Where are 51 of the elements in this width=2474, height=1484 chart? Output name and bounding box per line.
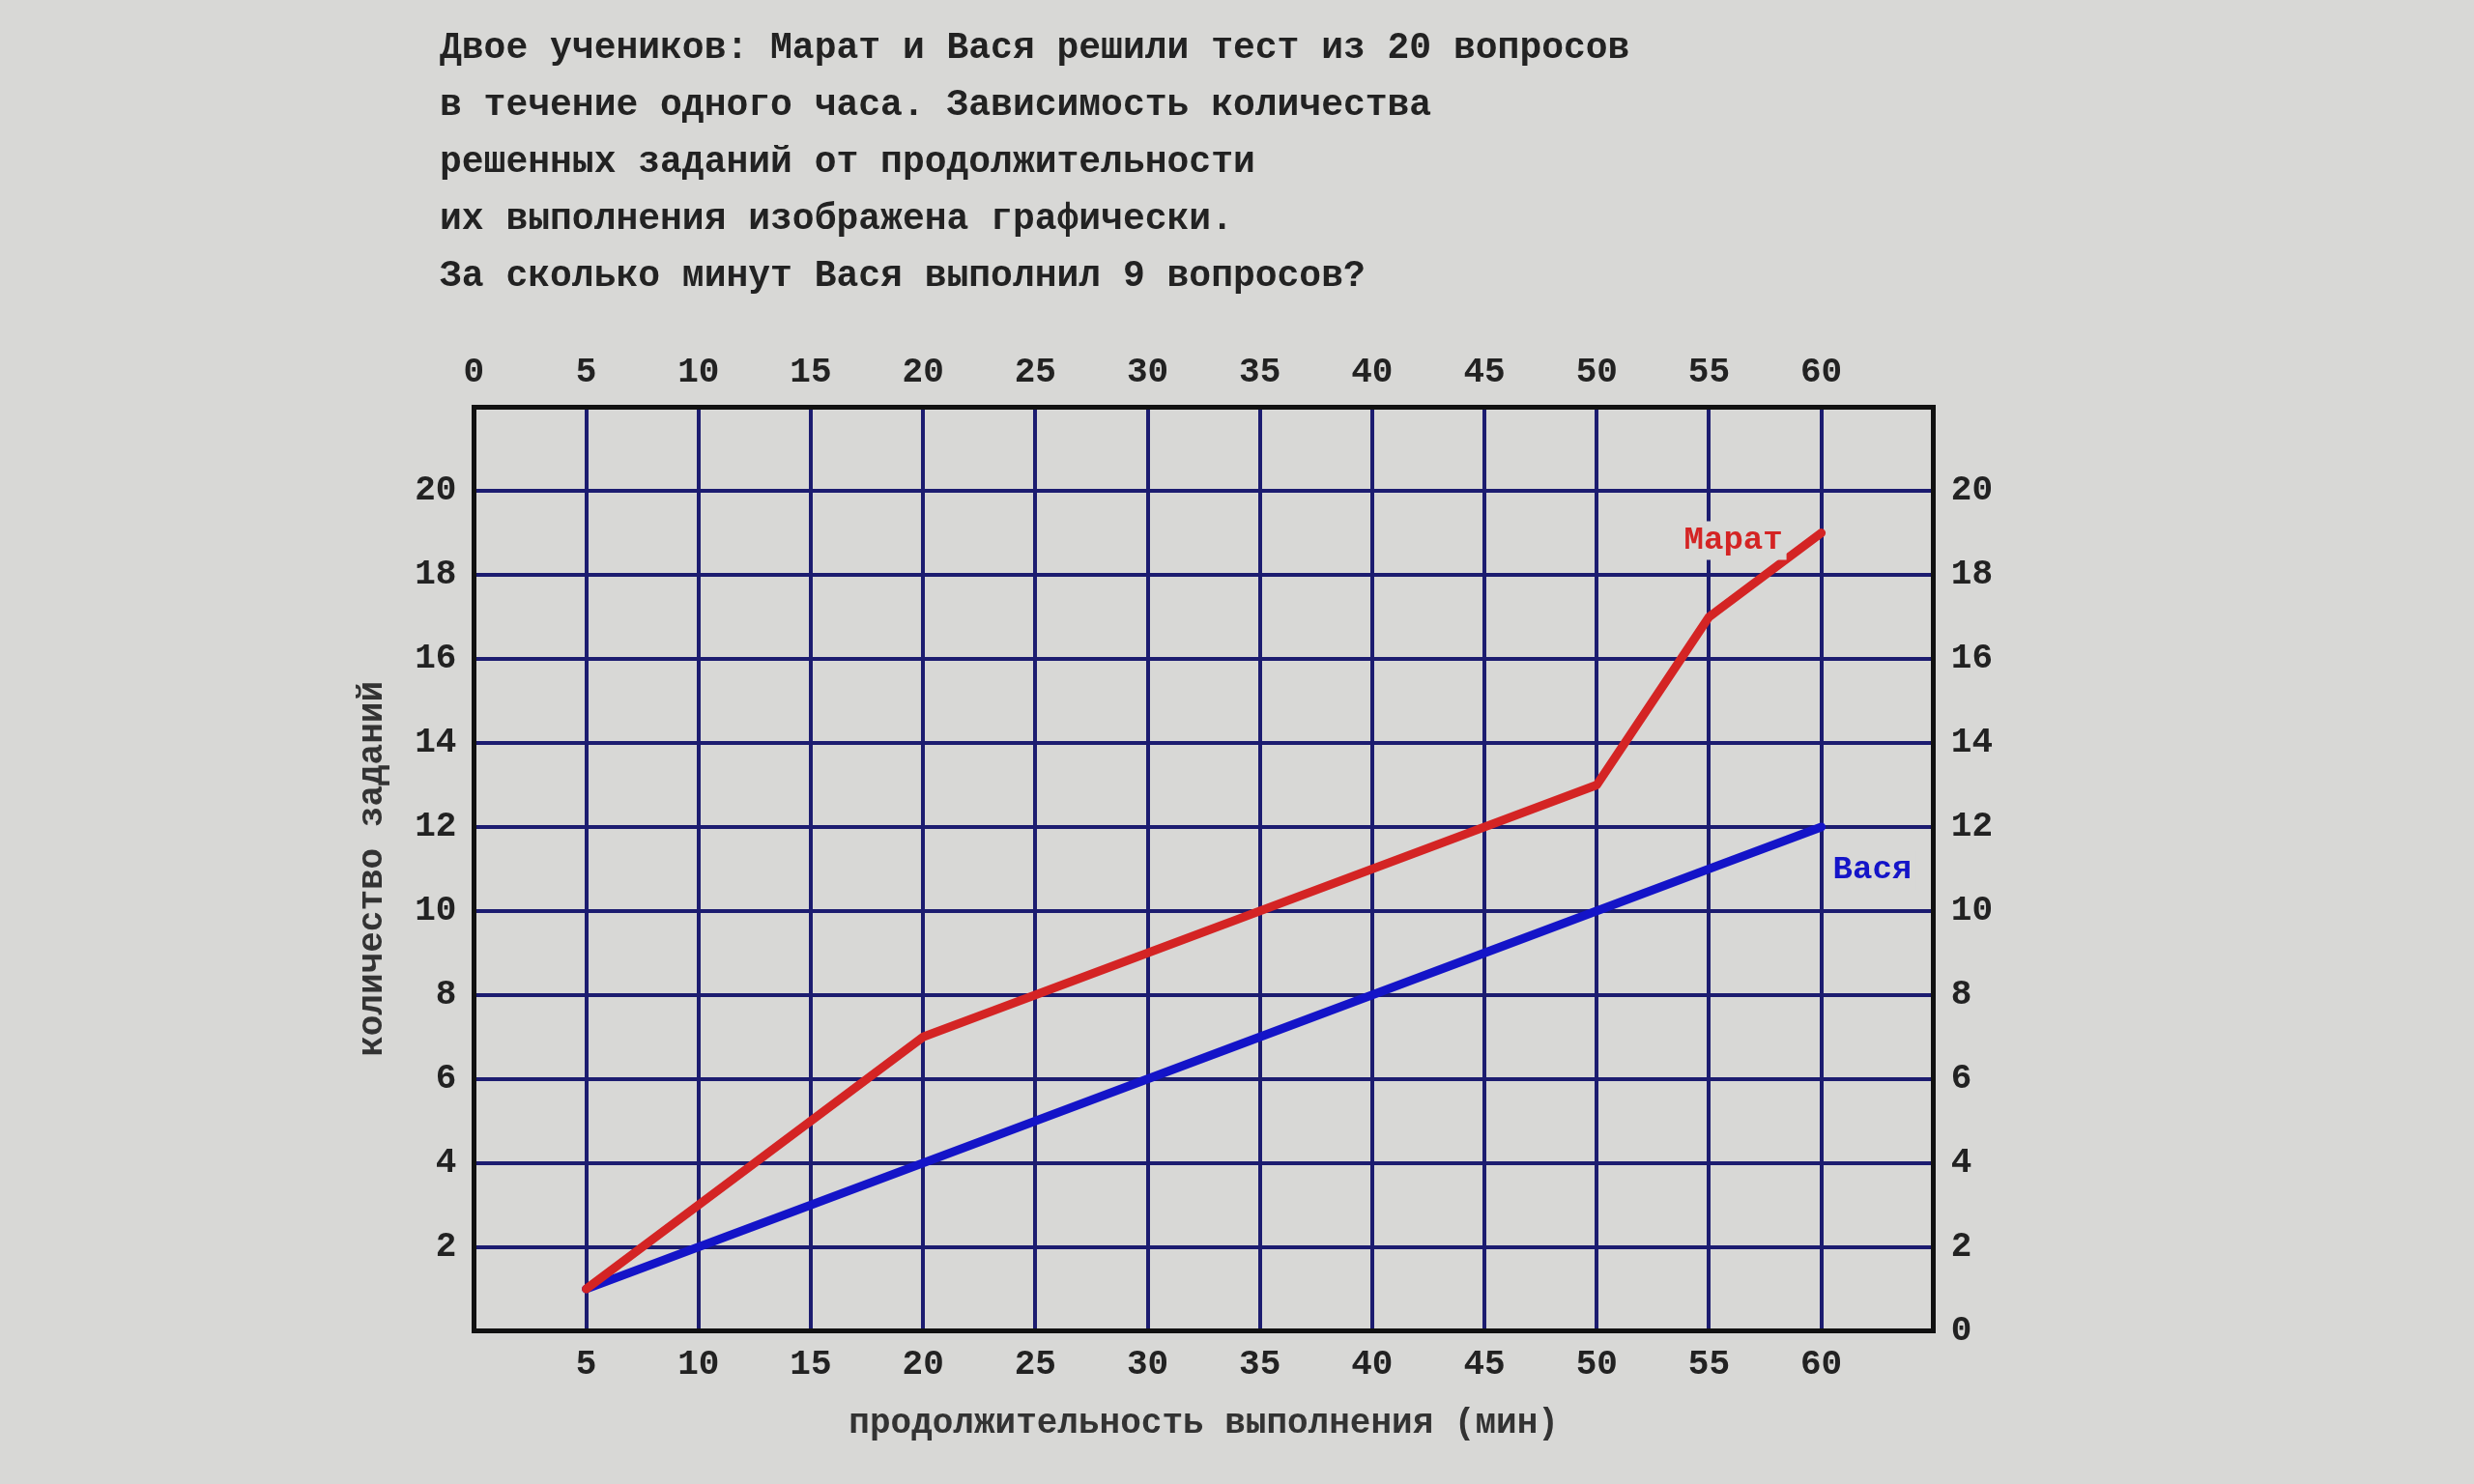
y-tick-label: 14: [415, 723, 457, 763]
x2-tick-label: 60: [1800, 352, 1843, 392]
x-tick-label: 40: [1351, 1345, 1394, 1385]
y-tick-label: 4: [435, 1142, 457, 1183]
x-tick-label: 20: [902, 1345, 944, 1385]
y2-tick-label: 10: [1950, 890, 1994, 930]
chart-title: Двое учеников: Марат и Вася решили тест из 20 вопросов в течение одного часа. Зависимость количества решенных заданий от продолжительности их выполнения изображена графически. За сколько минут Вася выполнил 9 вопросов?: [440, 26, 1630, 299]
y-tick-label: 8: [435, 974, 457, 1014]
x2-tick-label: 20: [902, 352, 944, 392]
x2-tick-label: 10: [677, 352, 720, 392]
y-tick-label: 2: [435, 1226, 457, 1267]
x-tick-label: 25: [1014, 1345, 1056, 1385]
x2-tick-label: 5: [575, 352, 597, 392]
x2-tick-label: 50: [1575, 352, 1618, 392]
y-tick-label: 20: [415, 471, 457, 511]
y2-tick-label: 0: [1950, 1310, 1972, 1351]
x-tick-label: 10: [677, 1345, 720, 1385]
x2-tick-label: 0: [463, 352, 485, 392]
y2-tick-label: 12: [1950, 806, 1994, 846]
x2-tick-label: 15: [790, 352, 832, 392]
x-axis-title: продолжительность выполнения (мин): [849, 1404, 1559, 1444]
x-tick-label: 30: [1126, 1345, 1169, 1385]
series-label: Вася: [1832, 851, 1913, 889]
x2-tick-label: 30: [1126, 352, 1169, 392]
y2-tick-label: 2: [1950, 1226, 1972, 1267]
x-tick-label: 50: [1575, 1345, 1618, 1385]
x-tick-label: 15: [790, 1345, 832, 1385]
y-tick-label: 16: [415, 639, 457, 679]
x-tick-label: 60: [1800, 1345, 1843, 1385]
x2-tick-label: 25: [1014, 352, 1056, 392]
y2-tick-label: 6: [1950, 1058, 1972, 1099]
y2-tick-label: 8: [1950, 974, 1972, 1014]
x-tick-label: 5: [575, 1345, 597, 1385]
y-tick-label: 18: [415, 555, 457, 595]
x2-tick-label: 55: [1687, 352, 1731, 392]
x2-tick-label: 40: [1351, 352, 1394, 392]
x-tick-label: 55: [1687, 1345, 1731, 1385]
y2-tick-label: 4: [1950, 1142, 1972, 1183]
y2-tick-label: 18: [1950, 555, 1994, 595]
x2-tick-label: 45: [1463, 352, 1506, 392]
y2-tick-label: 14: [1950, 723, 1994, 763]
y2-tick-label: 20: [1950, 471, 1994, 511]
series-label: Марат: [1683, 522, 1783, 559]
y-tick-label: 10: [415, 890, 457, 930]
x-tick-label: 45: [1463, 1345, 1506, 1385]
y-axis-title: количество заданий: [352, 680, 392, 1057]
x-tick-label: 35: [1239, 1345, 1281, 1385]
y2-tick-label: 16: [1950, 639, 1994, 679]
x2-tick-label: 35: [1239, 352, 1281, 392]
y-tick-label: 12: [415, 806, 457, 846]
y-tick-label: 6: [435, 1058, 457, 1099]
